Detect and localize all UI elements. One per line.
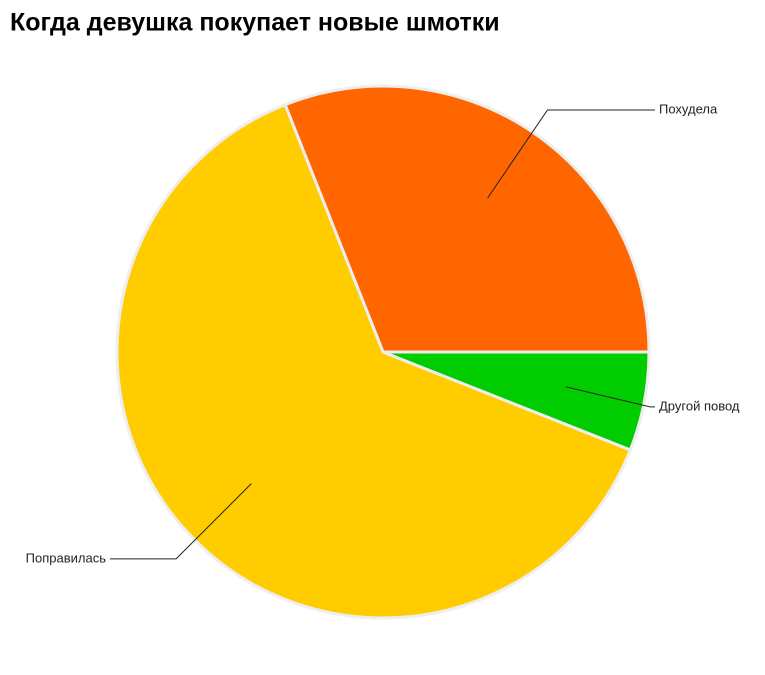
slice-label: Похудела: [659, 101, 718, 116]
slice-label: Поправилась: [26, 550, 107, 565]
pie-slice: [382, 350, 651, 452]
slice-label: Другой повод: [659, 398, 740, 413]
leader-line: [487, 109, 655, 199]
chart-title: Когда девушка покупает новые шмотки: [10, 9, 500, 37]
leader-line: [110, 483, 252, 560]
leader-line: [565, 386, 655, 408]
